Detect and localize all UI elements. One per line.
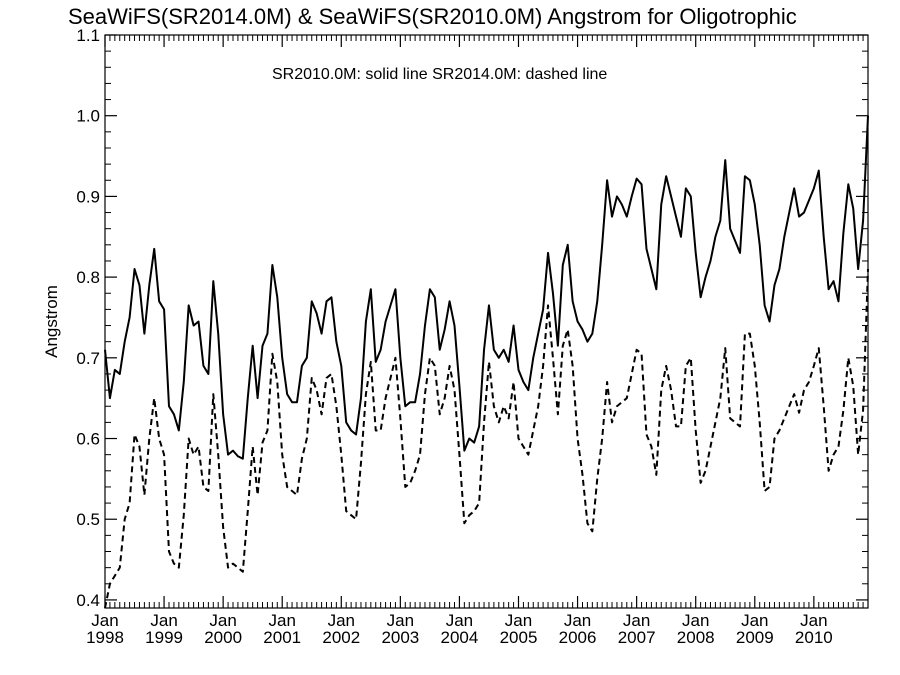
y-tick-label: 1.1 (76, 26, 100, 45)
x-tick-label-month: Jan (209, 611, 236, 630)
x-tick-label-month: Jan (682, 611, 709, 630)
x-tick-label-year: 2003 (381, 628, 419, 647)
x-tick-label-year: 2007 (618, 628, 656, 647)
x-tick-label-year: 1998 (86, 628, 124, 647)
x-tick-label-year: 2000 (204, 628, 242, 647)
x-tick-label-month: Jan (800, 611, 827, 630)
x-tick-label-month: Jan (505, 611, 532, 630)
x-tick-label-month: Jan (446, 611, 473, 630)
x-tick-label-year: 2004 (441, 628, 479, 647)
y-tick-label: 0.6 (76, 430, 100, 449)
x-tick-label-year: 2001 (263, 628, 301, 647)
x-tick-label-month: Jan (564, 611, 591, 630)
y-axis-label: Angstrom (42, 285, 61, 358)
x-tick-label-year: 2006 (559, 628, 597, 647)
x-tick-label-month: Jan (387, 611, 414, 630)
series-line-sr2010-0m (104, 115, 869, 460)
x-tick-label-month: Jan (623, 611, 650, 630)
x-tick-label-year: 2005 (500, 628, 538, 647)
x-tick-label-year: 2002 (322, 628, 360, 647)
chart-title: SeaWiFS(SR2014.0M) & SeaWiFS(SR2010.0M) … (68, 4, 797, 29)
y-tick-label: 1.0 (76, 107, 100, 126)
x-tick-label-year: 2008 (677, 628, 715, 647)
x-tick-label-month: Jan (741, 611, 768, 630)
y-tick-label: 0.7 (76, 349, 100, 368)
y-tick-label: 0.5 (76, 510, 100, 529)
x-tick-label-month: Jan (91, 611, 118, 630)
series-layer (104, 115, 869, 609)
axes-layer: 0.40.50.60.70.80.91.01.1Jan1998Jan1999Ja… (76, 26, 869, 647)
x-tick-label-year: 2010 (795, 628, 833, 647)
y-tick-label: 0.9 (76, 187, 100, 206)
x-tick-label-month: Jan (328, 611, 355, 630)
y-tick-label: 0.4 (76, 591, 100, 610)
y-tick-label: 0.8 (76, 268, 100, 287)
series-style-annotation: SR2010.0M: solid line SR2014.0M: dashed … (272, 66, 607, 83)
series-line-sr2014-0m (104, 269, 869, 609)
x-tick-label-year: 2009 (736, 628, 774, 647)
plot-frame (104, 34, 869, 609)
x-tick-label-year: 1999 (145, 628, 183, 647)
x-tick-label-month: Jan (269, 611, 296, 630)
x-tick-label-month: Jan (150, 611, 177, 630)
